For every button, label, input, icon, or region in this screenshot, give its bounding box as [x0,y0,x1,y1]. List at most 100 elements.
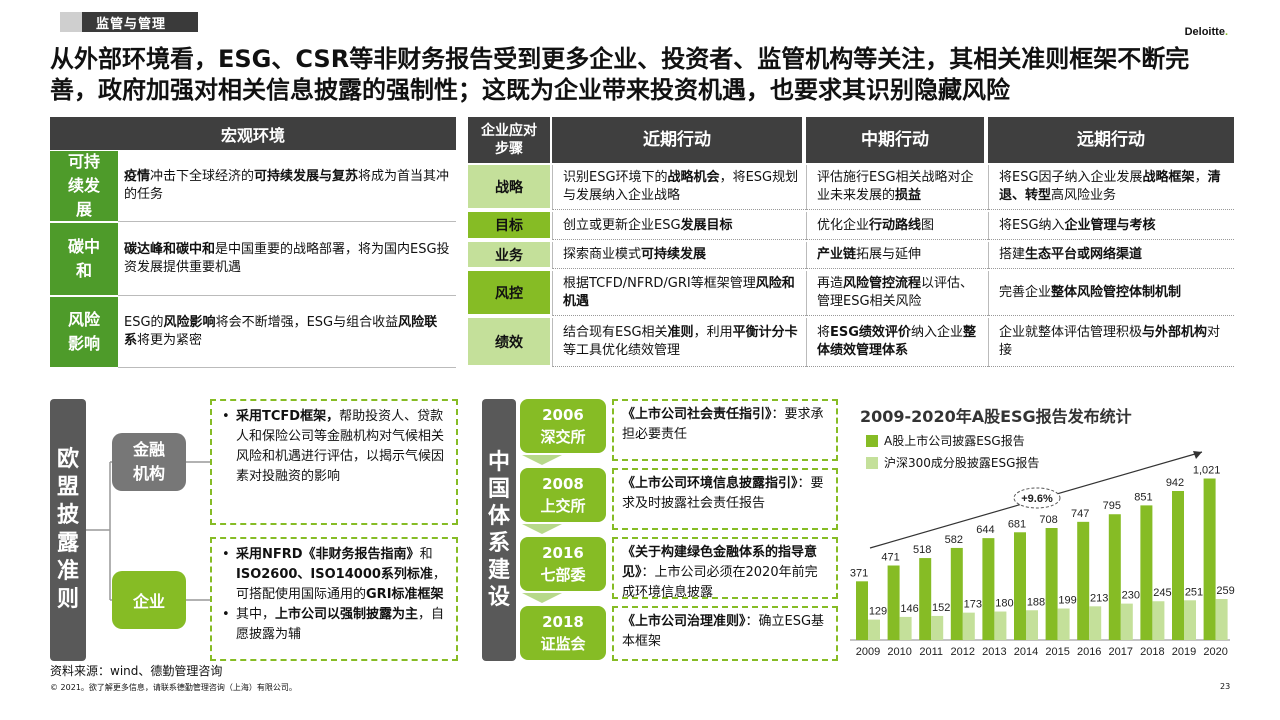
corp-details: 采用NFRD《非财务报告指南》和ISO2600、ISO14000系列标准，可搭配… [210,537,458,661]
chart-title: 2009-2020年A股ESG报告发布统计 [860,407,1132,426]
x-tick-label: 2014 [1014,646,1038,658]
x-tick-label: 2016 [1077,646,1101,658]
x-tick-label: 2018 [1140,646,1164,658]
legend-item-csi300: 沪深300成分股披露ESG报告 [866,454,1039,471]
bar [950,547,963,640]
action-header: 远期行动 [988,117,1234,163]
source-note: 资料来源：wind、德勤管理咨询 [50,664,223,678]
x-tick-label: 2020 [1203,646,1227,658]
x-tick-label: 2015 [1045,646,1069,658]
timeline-year-box: 2018 证监会 [520,606,606,660]
bar [1184,600,1196,640]
timeline-year-box: 2016 七部委 [520,537,606,591]
macro-label: 碳中和 [50,223,118,295]
action-cell: 创立或更新企业ESG发展目标 [552,212,806,240]
data-label: 213 [1090,592,1108,604]
cagr-bubble [1013,487,1061,509]
page-number: 23 [1220,682,1231,691]
data-label: 708 [1039,514,1057,526]
data-label: 942 [1166,477,1184,489]
data-label: 851 [1134,491,1152,503]
data-label: 681 [1008,518,1026,530]
action-cell: 将ESG因子纳入企业发展战略框架，清退、转型高风险业务 [988,165,1234,210]
data-label: 1,021 [1193,464,1221,476]
action-cell: 产业链拓展与延伸 [806,242,988,269]
data-label: 371 [850,567,868,579]
action-cell: 搭建生态平台或网络渠道 [988,242,1234,269]
x-tick-label: 2013 [982,646,1006,658]
bar [1140,505,1153,640]
data-label: 518 [913,544,931,556]
timeline-detail: 《上市公司社会责任指引》：要求承担必要责任 [612,399,838,461]
action-cell: 企业就整体评估管理积极与外部机构对接 [988,318,1234,367]
data-label: 180 [995,598,1013,610]
bar [1172,490,1184,640]
data-label: 129 [869,606,887,618]
x-tick-label: 2011 [919,646,943,658]
action-cell: 优化企业行动路线图 [806,212,988,240]
data-label: 188 [1027,596,1045,608]
action-cell: 根据TCFD/NFRD/GRI等框架管理风险和机遇 [552,271,806,316]
action-row-label: 战略 [468,165,550,208]
data-label: 251 [1185,586,1203,598]
bar [1203,478,1216,640]
data-label: 173 [964,599,982,611]
cagr-annotation: +9.6% [1021,493,1053,505]
bar [868,619,880,640]
data-label: 245 [1153,587,1171,599]
bar [1014,532,1026,640]
macro-text: 疫情冲击下全球经济的可持续发展与复苏将成为首当其冲的任务 [118,150,456,222]
timeline-detail: 《上市公司治理准则》：确立ESG基本框架 [612,606,838,661]
data-label: 795 [1103,500,1121,512]
bar [1108,514,1121,640]
action-cell: 识别ESG环境下的战略机会，将ESG规划与发展纳入企业战略 [552,165,806,210]
data-label: 230 [1122,590,1140,602]
corp-box: 企业 [112,571,186,629]
bar [931,615,944,640]
action-cell: 评估施行ESG相关战略对企业未来发展的损益 [806,165,988,210]
action-cell: 再造风险管控流程以评估、管理ESG相关风险 [806,271,988,316]
bar [919,558,932,640]
x-tick-label: 2010 [887,646,911,658]
x-tick-label: 2009 [856,646,880,658]
timeline-arrow [522,593,562,603]
finance-details: 采用TCFD框架，帮助投资人、贷款人和保险公司等金融机构对气候相关风险和机遇进行… [210,399,458,525]
macro-header: 宏观环境 [50,117,456,150]
bar [1120,603,1133,640]
bar [1215,599,1228,640]
bullet-item: 其中，上市公司以强制披露为主，自愿披露为辅 [222,605,446,645]
action-row-label: 目标 [468,212,550,238]
timeline-detail: 《关于构建绿色金融体系的指导意见》：上市公司必须在2020年前完成环境信息披露 [612,537,838,600]
bar [982,538,995,640]
bar [1077,521,1090,640]
data-label: 471 [881,551,899,563]
x-tick-label: 2017 [1109,646,1133,658]
data-label: 747 [1071,508,1089,520]
bar [1057,608,1070,640]
bar [887,565,900,640]
action-header: 中期行动 [806,117,984,163]
action-cell: 结合现有ESG相关准则，利用平衡计分卡等工具优化绩效管理 [552,318,806,367]
section-tag: 监管与管理 [60,12,198,32]
action-header: 企业应对步骤 [468,117,550,163]
eu-title: 欧盟披露准则 [50,399,86,661]
data-label: 582 [945,534,963,546]
eu-connector-lines [86,461,210,601]
timeline-arrow [522,455,562,465]
x-tick-label: 2012 [951,646,975,658]
x-tick-label: 2019 [1172,646,1196,658]
china-title: 中国体系建设 [482,399,516,661]
bar [962,612,975,640]
trend-arrowhead [1193,451,1202,459]
data-label: 644 [976,524,994,536]
timeline-year-box: 2006 深交所 [520,399,606,453]
bar [1152,601,1165,640]
finance-box: 金融 机构 [112,433,186,491]
macro-label: 可持续发展 [50,151,118,221]
bar [994,611,1007,640]
bar [1089,606,1102,640]
legend-item-a-share: A股上市公司披露ESG报告 [866,432,1025,449]
macro-label: 风险影响 [50,297,118,367]
action-cell: 将ESG绩效评价纳入企业整体绩效管理体系 [806,318,988,367]
action-cell: 将ESG纳入企业管理与考核 [988,212,1234,240]
